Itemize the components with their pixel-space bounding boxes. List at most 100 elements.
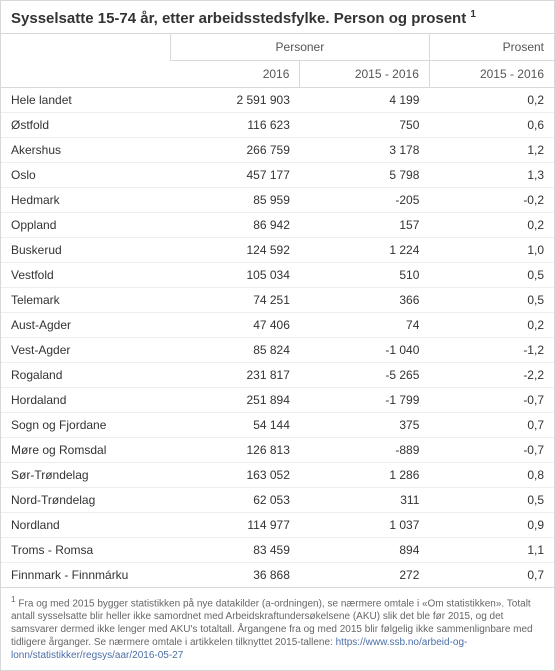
cell-pct: 1,0 <box>429 238 554 263</box>
cell-diff: 510 <box>300 263 429 288</box>
cell-name: Finnmark - Finnmárku <box>1 563 170 588</box>
cell-pct: -0,2 <box>429 188 554 213</box>
cell-diff: 272 <box>300 563 429 588</box>
cell-name: Telemark <box>1 288 170 313</box>
cell-diff: -205 <box>300 188 429 213</box>
table-row: Vestfold105 0345100,5 <box>1 263 554 288</box>
footnote: 1 Fra og med 2015 bygger statistikken på… <box>1 587 554 670</box>
cell-diff: 366 <box>300 288 429 313</box>
cell-name: Aust-Agder <box>1 313 170 338</box>
cell-name: Nordland <box>1 513 170 538</box>
cell-2016: 2 591 903 <box>170 88 299 113</box>
cell-diff: 74 <box>300 313 429 338</box>
table-row: Oslo457 1775 7981,3 <box>1 163 554 188</box>
cell-diff: 5 798 <box>300 163 429 188</box>
cell-name: Sogn og Fjordane <box>1 413 170 438</box>
cell-name: Hordaland <box>1 388 170 413</box>
cell-pct: -0,7 <box>429 388 554 413</box>
cell-pct: 0,5 <box>429 263 554 288</box>
header-pct: 2015 - 2016 <box>429 61 554 88</box>
cell-pct: 0,8 <box>429 463 554 488</box>
cell-name: Troms - Romsa <box>1 538 170 563</box>
cell-name: Rogaland <box>1 363 170 388</box>
table-row: Rogaland231 817-5 265-2,2 <box>1 363 554 388</box>
cell-name: Vestfold <box>1 263 170 288</box>
table-row: Østfold116 6237500,6 <box>1 113 554 138</box>
cell-name: Nord-Trøndelag <box>1 488 170 513</box>
cell-pct: 0,2 <box>429 88 554 113</box>
cell-diff: -1 040 <box>300 338 429 363</box>
cell-pct: 0,7 <box>429 413 554 438</box>
cell-2016: 231 817 <box>170 363 299 388</box>
cell-pct: 1,3 <box>429 163 554 188</box>
cell-2016: 457 177 <box>170 163 299 188</box>
cell-pct: 0,2 <box>429 313 554 338</box>
cell-2016: 85 959 <box>170 188 299 213</box>
cell-pct: -0,7 <box>429 438 554 463</box>
title-footnote-marker: 1 <box>470 9 476 20</box>
cell-pct: 0,7 <box>429 563 554 588</box>
cell-name: Buskerud <box>1 238 170 263</box>
cell-diff: 894 <box>300 538 429 563</box>
cell-diff: 1 224 <box>300 238 429 263</box>
cell-pct: 0,6 <box>429 113 554 138</box>
cell-pct: -1,2 <box>429 338 554 363</box>
table-row: Akershus266 7593 1781,2 <box>1 138 554 163</box>
table-row: Telemark74 2513660,5 <box>1 288 554 313</box>
table-row: Troms - Romsa83 4598941,1 <box>1 538 554 563</box>
cell-name: Vest-Agder <box>1 338 170 363</box>
cell-2016: 86 942 <box>170 213 299 238</box>
cell-name: Østfold <box>1 113 170 138</box>
table-header: Personer Prosent 2016 2015 - 2016 2015 -… <box>1 34 554 88</box>
header-personer: Personer <box>170 34 429 61</box>
table-row: Hele landet2 591 9034 1990,2 <box>1 88 554 113</box>
data-table: Personer Prosent 2016 2015 - 2016 2015 -… <box>1 33 554 587</box>
cell-2016: 251 894 <box>170 388 299 413</box>
header-diff: 2015 - 2016 <box>300 61 429 88</box>
cell-2016: 105 034 <box>170 263 299 288</box>
table-title: Sysselsatte 15-74 år, etter arbeidssteds… <box>1 1 554 33</box>
cell-2016: 124 592 <box>170 238 299 263</box>
table-row: Vest-Agder85 824-1 040-1,2 <box>1 338 554 363</box>
cell-pct: 1,2 <box>429 138 554 163</box>
table-row: Aust-Agder47 406740,2 <box>1 313 554 338</box>
table-row: Nordland114 9771 0370,9 <box>1 513 554 538</box>
cell-2016: 266 759 <box>170 138 299 163</box>
table-row: Sør-Trøndelag163 0521 2860,8 <box>1 463 554 488</box>
table-row: Hedmark85 959-205-0,2 <box>1 188 554 213</box>
cell-diff: 4 199 <box>300 88 429 113</box>
header-blank <box>1 34 170 88</box>
cell-name: Oppland <box>1 213 170 238</box>
table-row: Buskerud124 5921 2241,0 <box>1 238 554 263</box>
cell-diff: -5 265 <box>300 363 429 388</box>
cell-2016: 163 052 <box>170 463 299 488</box>
cell-diff: 1 037 <box>300 513 429 538</box>
cell-name: Hedmark <box>1 188 170 213</box>
cell-pct: 0,2 <box>429 213 554 238</box>
cell-diff: 750 <box>300 113 429 138</box>
cell-pct: -2,2 <box>429 363 554 388</box>
table-row: Møre og Romsdal126 813-889-0,7 <box>1 438 554 463</box>
table-row: Hordaland251 894-1 799-0,7 <box>1 388 554 413</box>
cell-2016: 62 053 <box>170 488 299 513</box>
cell-name: Møre og Romsdal <box>1 438 170 463</box>
title-text: Sysselsatte 15-74 år, etter arbeidssteds… <box>11 10 466 27</box>
cell-2016: 116 623 <box>170 113 299 138</box>
cell-diff: -889 <box>300 438 429 463</box>
cell-2016: 85 824 <box>170 338 299 363</box>
cell-2016: 83 459 <box>170 538 299 563</box>
table-row: Oppland86 9421570,2 <box>1 213 554 238</box>
header-prosent: Prosent <box>429 34 554 61</box>
table-container: Sysselsatte 15-74 år, etter arbeidssteds… <box>0 0 555 671</box>
cell-name: Oslo <box>1 163 170 188</box>
cell-diff: 3 178 <box>300 138 429 163</box>
cell-2016: 47 406 <box>170 313 299 338</box>
cell-diff: -1 799 <box>300 388 429 413</box>
table-body: Hele landet2 591 9034 1990,2Østfold116 6… <box>1 88 554 588</box>
cell-pct: 0,5 <box>429 288 554 313</box>
cell-name: Akershus <box>1 138 170 163</box>
cell-name: Sør-Trøndelag <box>1 463 170 488</box>
cell-pct: 0,5 <box>429 488 554 513</box>
header-2016: 2016 <box>170 61 299 88</box>
cell-diff: 1 286 <box>300 463 429 488</box>
